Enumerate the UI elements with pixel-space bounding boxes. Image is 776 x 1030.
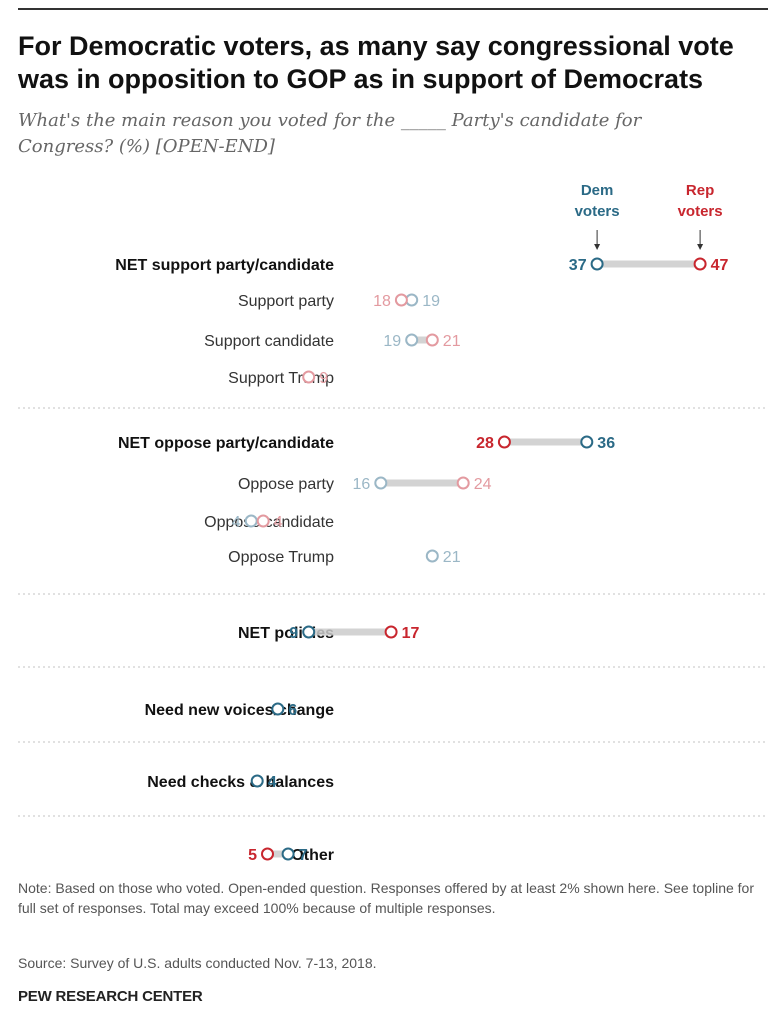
row-label: Oppose Trump: [228, 549, 334, 566]
rep-value-label: 5: [248, 847, 257, 864]
legend-rep-voters: Rep voters: [678, 182, 723, 220]
rep-voters-dot: [261, 847, 274, 861]
chart-subtitle: What's the main reason you voted for the…: [18, 110, 642, 157]
row-label: Support party: [238, 293, 334, 310]
dem-value-label: 6: [288, 702, 297, 719]
dem-voters-dot: [250, 774, 264, 788]
chart-source: Source: Survey of U.S. adults conducted …: [18, 955, 377, 971]
rep-voters-dot: [693, 257, 707, 271]
chart-note: Note: Based on those who voted. Open-end…: [18, 880, 754, 916]
dem-value-label: 19: [383, 333, 401, 350]
dem-value-label: 16: [353, 476, 371, 493]
rep-voters-dot: [456, 476, 470, 490]
rep-value-label: 21: [443, 333, 461, 350]
dem-value-label: 4: [232, 514, 241, 531]
rep-value-label: 47: [711, 257, 729, 274]
dem-value-label: 21: [443, 549, 461, 566]
rep-value-label: 28: [476, 435, 494, 452]
dem-value-label: 7: [299, 847, 308, 864]
dem-voters-dot: [405, 333, 419, 347]
legend-dem-voters: Dem voters: [575, 182, 620, 220]
dem-value-label: 9: [289, 625, 298, 642]
row-label: Support candidate: [204, 333, 334, 350]
legend-label-line: Rep: [686, 182, 714, 199]
row-label: Need checks & balances: [147, 774, 334, 791]
top-rule: [18, 8, 768, 10]
rep-voters-dot: [256, 514, 270, 528]
rep-value-label: 9: [319, 370, 328, 387]
rep-value-label: 18: [373, 293, 391, 310]
chart-title: For Democratic voters, as many say congr…: [18, 31, 734, 94]
rep-value-label: 4: [274, 514, 283, 531]
row-label: NET support party/candidate: [115, 257, 334, 274]
dem-value-label: 36: [597, 435, 615, 452]
row-label: Other: [291, 847, 334, 864]
organization-name: PEW RESEARCH CENTER: [18, 988, 203, 1005]
rep-value-label: 17: [402, 625, 420, 642]
dem-voters-dot: [271, 702, 285, 716]
rep-voters-dot: [302, 370, 316, 384]
rep-voters-dot: [384, 625, 398, 639]
dem-voters-dot: [302, 625, 316, 639]
dem-value-label: 19: [422, 293, 440, 310]
legend-label-line: voters: [678, 203, 723, 220]
legend-label-line: Dem: [581, 182, 614, 199]
legend-pointer-arrow: [697, 244, 704, 250]
dem-voters-dot: [244, 514, 258, 528]
rep-voters-dot: [425, 333, 439, 347]
rep-value-label: 24: [474, 476, 492, 493]
legend-pointer-arrow: [594, 244, 601, 250]
dem-voters-dot: [580, 435, 594, 449]
dem-voters-dot: [281, 847, 295, 861]
rep-voters-dot: [394, 293, 408, 307]
legend-label-line: voters: [575, 203, 620, 220]
dem-voters-dot: [590, 257, 604, 271]
dem-value-label: 4: [268, 774, 277, 791]
dem-voters-dot: [374, 476, 388, 490]
dot-plot-chart: Dem voters Rep voters NET support party/cand…: [18, 182, 768, 864]
row-label: Oppose party: [238, 476, 334, 493]
row-label: NET oppose party/candidate: [118, 435, 334, 452]
row-label: Need new voices/change: [145, 702, 335, 719]
dem-voters-dot: [425, 549, 439, 563]
dem-value-label: 37: [569, 257, 587, 274]
rep-voters-dot: [497, 435, 511, 449]
